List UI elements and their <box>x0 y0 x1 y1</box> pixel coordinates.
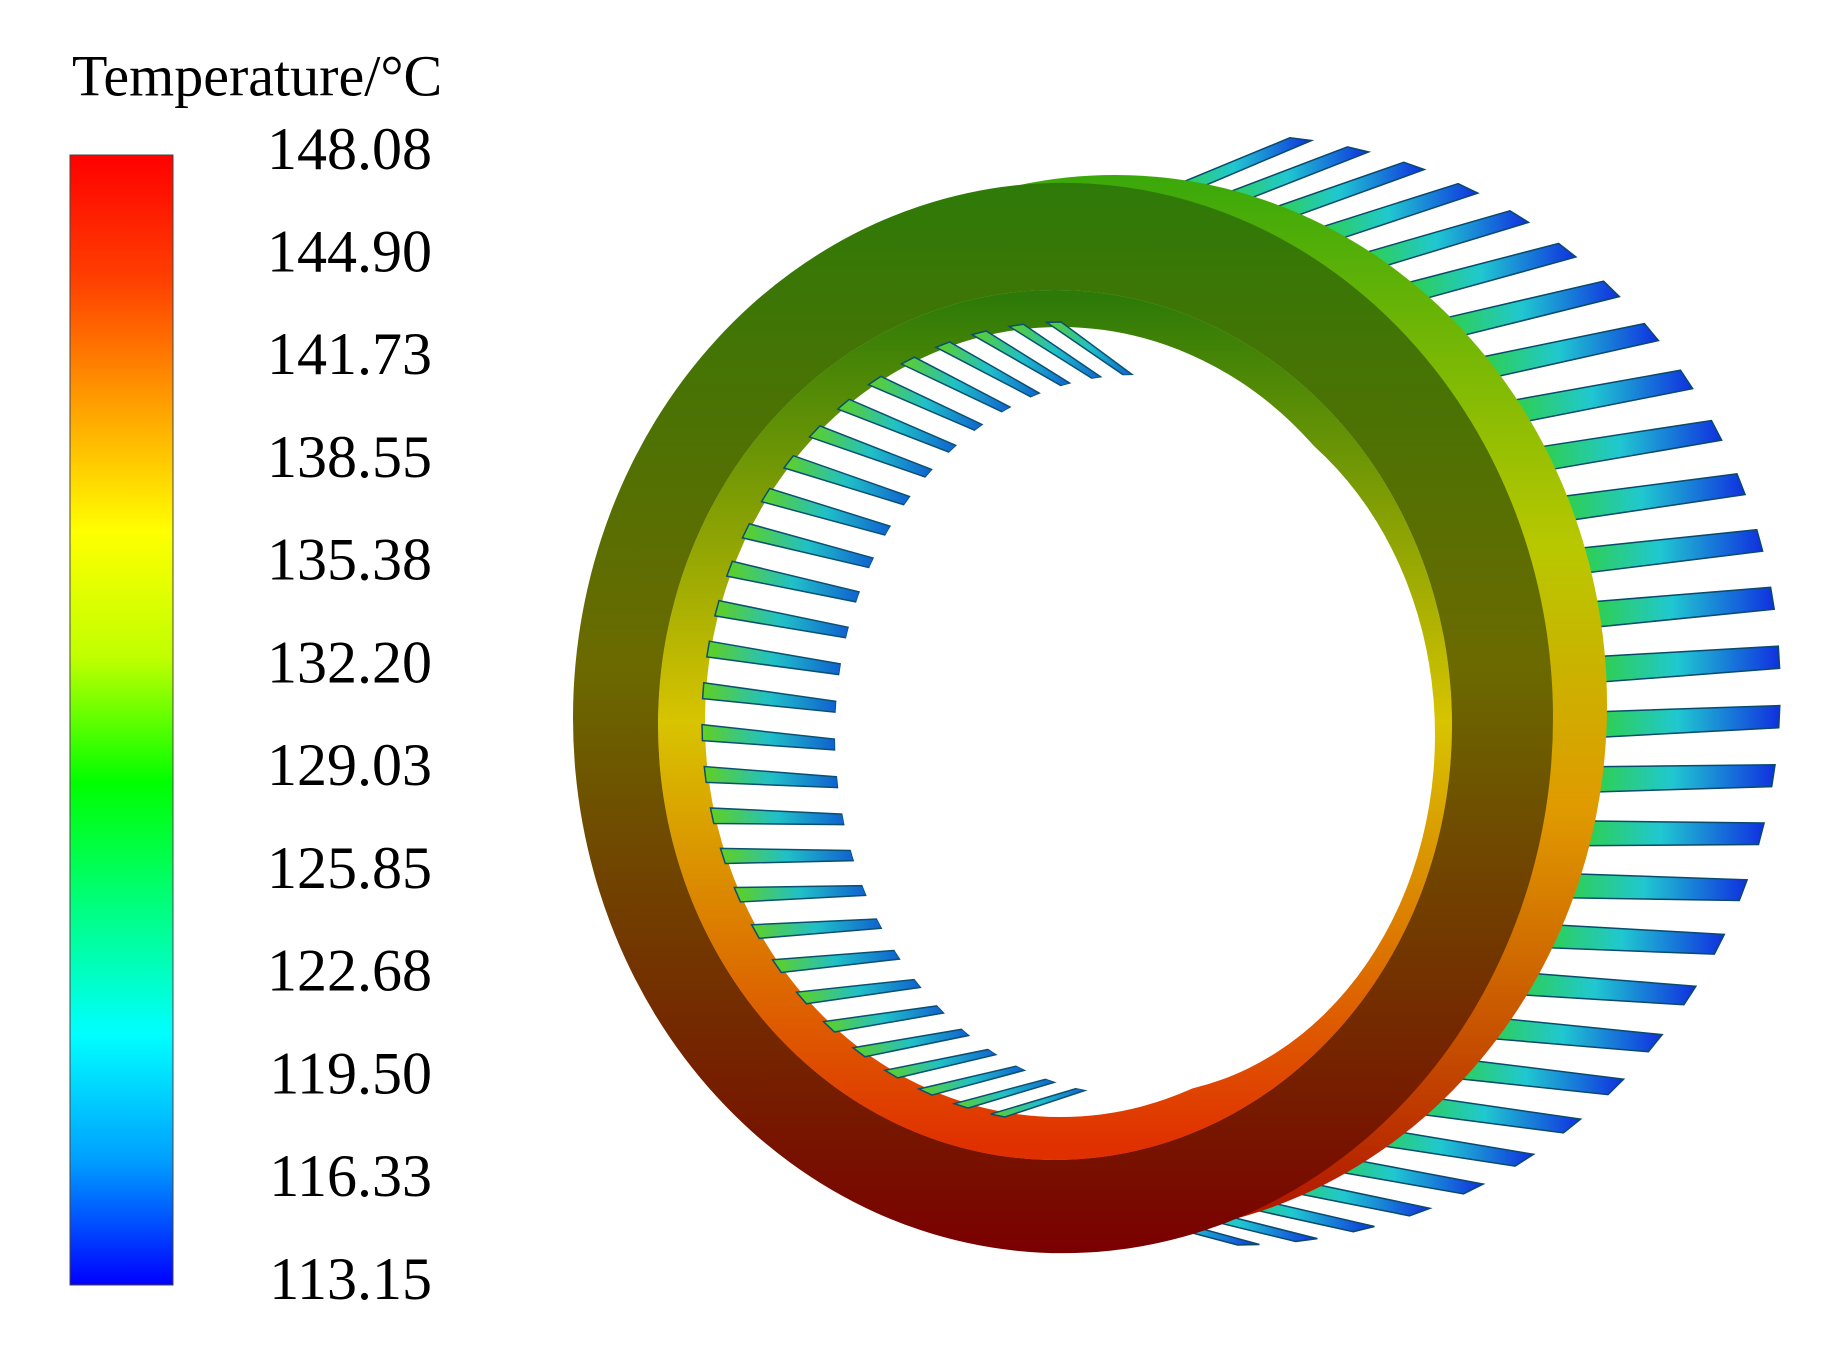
colorbar-tick-label: 135.38 <box>267 527 432 593</box>
colorbar-tick-label: 129.03 <box>267 732 432 798</box>
inner-fin <box>719 847 855 865</box>
fin <box>1592 704 1781 739</box>
fin <box>1586 763 1776 793</box>
inner-fin <box>703 765 840 789</box>
inner-fin <box>866 375 985 432</box>
fin <box>1592 645 1781 684</box>
fin <box>1557 872 1749 902</box>
colorbar-tick-label: 113.15 <box>269 1246 432 1312</box>
colorbar-tick-label: 122.68 <box>267 937 432 1003</box>
inner-fin <box>701 723 837 751</box>
fin <box>1533 419 1723 472</box>
colorbar-tick-label: 144.90 <box>267 219 432 285</box>
colorbar-tick-label: 148.08 <box>267 116 432 182</box>
colorbar-tick-label: 116.33 <box>269 1143 432 1209</box>
colorbar-title: Temperature/°C <box>72 43 442 108</box>
colorbar-tick-label: 141.73 <box>267 321 432 387</box>
fin <box>1536 923 1726 955</box>
inner-fin <box>916 1065 1028 1096</box>
colorbar-tick-label: 119.50 <box>269 1040 432 1106</box>
colorbar-tick-label: 132.20 <box>267 629 432 695</box>
ring-interior <box>658 290 1452 1160</box>
fin <box>1555 473 1747 522</box>
fin <box>1573 528 1764 575</box>
inner-fin <box>934 341 1042 398</box>
inner-fin <box>760 487 892 537</box>
colorbar-tick-label: 125.85 <box>267 835 432 901</box>
inner-fin <box>851 1028 972 1058</box>
colorbar-tick-label: 138.55 <box>267 424 432 490</box>
inner-surface <box>658 290 1452 1160</box>
fin <box>1585 586 1776 629</box>
fin <box>1509 971 1698 1006</box>
hole-far <box>835 375 1435 1095</box>
colorbar <box>69 154 174 1286</box>
fin <box>1506 369 1694 424</box>
inner-fin <box>795 978 923 1005</box>
inner-fin <box>709 807 846 826</box>
fin <box>1574 820 1766 847</box>
fin <box>1439 280 1621 338</box>
fin <box>1475 322 1660 379</box>
